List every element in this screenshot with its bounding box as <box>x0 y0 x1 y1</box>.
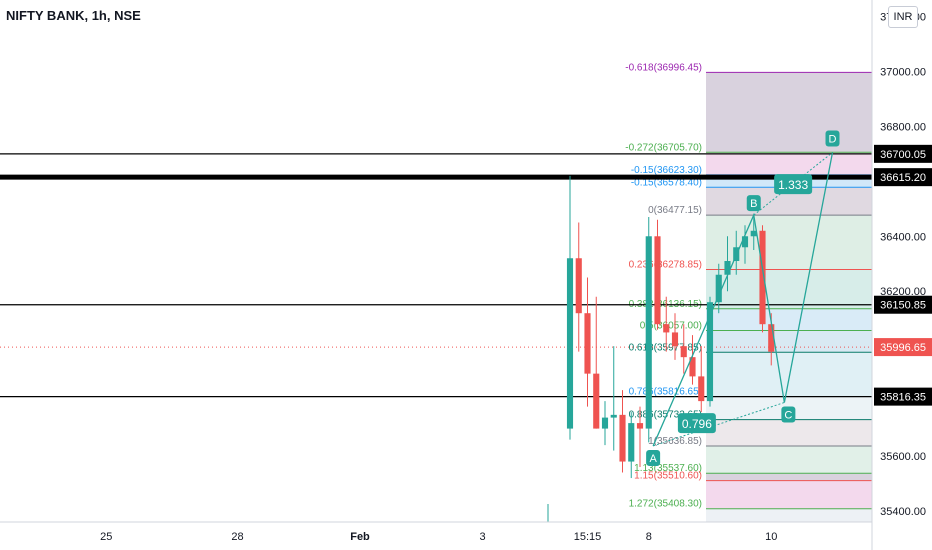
candle-body <box>654 236 661 325</box>
fib-level-label: 0.786(35816.65) <box>629 387 702 398</box>
y-tick-label: 36400.00 <box>880 231 926 243</box>
fib-zone <box>706 330 872 353</box>
x-tick-label: 10 <box>765 531 777 543</box>
last-price-tag <box>874 338 932 357</box>
currency-button[interactable]: INR <box>888 6 918 28</box>
pattern-point-b-badge <box>746 195 761 212</box>
pattern-dashed-bd <box>753 152 833 216</box>
price-tag-label: 35816.35 <box>880 392 926 404</box>
fib-level-label: 1(35636.85) <box>648 436 702 447</box>
fib-zone <box>706 215 872 270</box>
fib-zone <box>706 508 872 522</box>
candle-body <box>759 230 766 325</box>
candle-body <box>566 258 574 429</box>
fib-zone <box>706 480 872 509</box>
price-tag <box>874 295 932 314</box>
fib-zone <box>706 72 872 153</box>
pattern-point-d-label: D <box>829 133 837 145</box>
fib-level-label: 0(36477.15) <box>648 205 702 216</box>
fib-zone <box>706 445 872 474</box>
x-tick-label: 15:15 <box>574 531 602 543</box>
candle-body <box>706 302 714 402</box>
fib-level-label: 0.618(35977.85) <box>629 342 702 353</box>
candle-body <box>715 274 722 303</box>
fib-level-label: 0.886(35732.65) <box>629 410 702 421</box>
pattern-ratio-badge <box>677 413 716 434</box>
price-tag-label: 36615.20 <box>880 172 926 184</box>
candle-body <box>689 357 696 377</box>
fib-zone <box>706 352 872 397</box>
y-tick-label: 36200.00 <box>880 286 926 298</box>
candle-body <box>645 236 652 429</box>
fib-level-label: -0.15(36623.30) <box>631 165 702 176</box>
fib-level-label: -0.618(36996.45) <box>625 62 702 73</box>
candle-body <box>610 414 617 418</box>
pattern-dashed-ac <box>652 402 785 447</box>
candle-body <box>768 324 775 352</box>
pattern-point-c-label: C <box>784 409 792 421</box>
pattern-ratio-label: 1.333 <box>778 178 808 192</box>
candle-body <box>680 346 687 358</box>
candle-body <box>663 324 670 333</box>
price-tag-label: 36700.05 <box>880 149 926 161</box>
fib-level-label: 0.5(36057.00) <box>640 321 702 332</box>
candle-body <box>628 423 635 462</box>
y-tick-label: 35600.00 <box>880 451 926 463</box>
fib-level-label: 1.13(35537.60) <box>634 463 702 474</box>
candle-body <box>575 258 582 314</box>
y-tick-label: 37000.00 <box>880 66 926 78</box>
x-tick-label: 8 <box>646 531 652 543</box>
fib-zone <box>706 152 872 175</box>
pattern-ratio-label: 0.796 <box>682 417 712 431</box>
fib-level-label: 0.236(36278.85) <box>629 260 702 271</box>
x-tick-label: Feb <box>350 531 370 543</box>
candle-body <box>593 373 600 429</box>
candle-body <box>724 261 731 275</box>
pattern-ratio-badge <box>774 174 813 195</box>
candle-body <box>619 414 626 462</box>
price-tag <box>874 387 932 406</box>
x-tick-label: 25 <box>100 531 112 543</box>
candle-body <box>601 417 609 429</box>
pattern-point-a-badge <box>646 449 661 466</box>
price-tag-label: 36150.85 <box>880 300 926 312</box>
fib-zone <box>706 473 872 481</box>
pattern-point-b-label: B <box>750 198 757 210</box>
price-tag <box>874 144 932 163</box>
candle-body <box>671 332 679 347</box>
candle-body <box>741 236 749 248</box>
fib-level-label: -0.272(36705.70) <box>625 142 702 153</box>
pattern-point-a-label: A <box>649 453 657 465</box>
fib-zone <box>706 269 872 309</box>
fib-zone <box>706 308 872 331</box>
pattern-point-c-badge <box>781 406 796 423</box>
last-price-label: 35996.65 <box>880 342 926 354</box>
y-tick-label: 36800.00 <box>880 121 926 133</box>
fib-zone <box>706 419 872 446</box>
candle-body <box>698 376 705 402</box>
fib-level-label: 1.15(35510.60) <box>634 471 702 482</box>
fib-level-label: 1.272(35408.30) <box>629 499 702 510</box>
chart-title: NIFTY BANK, 1h, NSE <box>6 8 141 23</box>
fib-level-label: -0.15(36578.40) <box>631 177 702 188</box>
price-tag <box>874 168 932 187</box>
x-tick-label: 3 <box>479 531 485 543</box>
pattern-point-d-badge <box>825 130 840 147</box>
price-axis <box>872 0 932 550</box>
y-tick-label: 35400.00 <box>880 506 926 518</box>
pattern-path <box>652 152 834 447</box>
candle-body <box>584 313 591 374</box>
candle-body <box>636 423 644 429</box>
candle-body <box>750 230 757 237</box>
x-tick-label: 28 <box>231 531 243 543</box>
